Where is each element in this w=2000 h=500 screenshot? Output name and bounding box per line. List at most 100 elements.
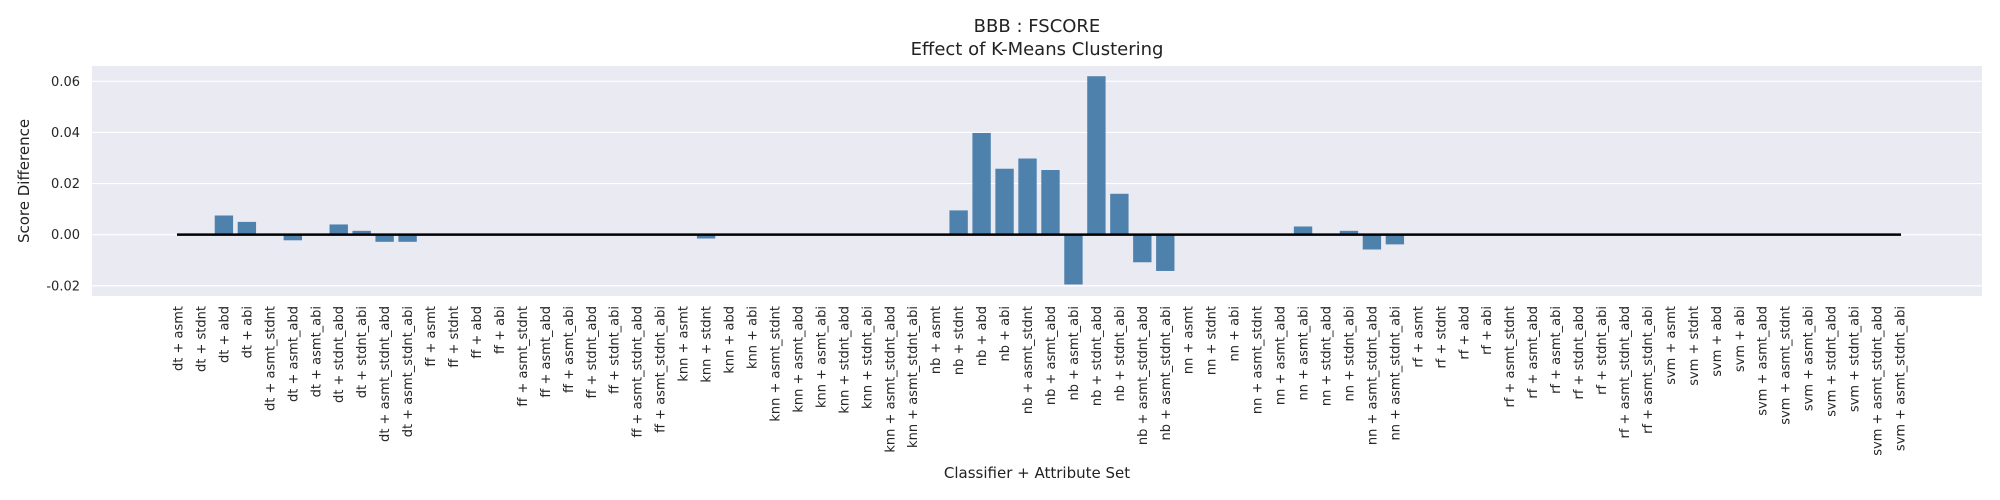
bar — [1018, 158, 1037, 235]
x-tick-label: knn + abi — [746, 306, 761, 369]
x-tick-label: ff + stdnt_abd — [585, 306, 600, 399]
bar — [1133, 234, 1152, 263]
bar — [1064, 234, 1083, 285]
x-tick-label: dt + asmt_abi — [309, 306, 324, 397]
x-tick-label: nn + asmt_abi — [1297, 306, 1312, 400]
bar — [214, 215, 234, 235]
x-tick-label: rf + asmt — [1411, 306, 1426, 368]
x-tick-label: ff + asmt_abd — [539, 306, 554, 398]
bar — [1293, 226, 1313, 235]
x-tick-label: knn + stdnt_abi — [860, 306, 875, 409]
y-tick-label: -0.02 — [46, 279, 80, 294]
x-tick-label: svm + abd — [1710, 306, 1725, 377]
x-tick-label: rf + asmt_stdnt — [1503, 306, 1518, 408]
x-tick-label: ff + asmt_stdnt_abi — [654, 306, 669, 433]
x-tick-label: ff + asmt_stdnt — [516, 306, 531, 407]
x-tick-label: svm + asmt_abi — [1802, 306, 1817, 411]
x-tick-label: rf + abi — [1480, 306, 1495, 355]
bar — [283, 234, 302, 241]
x-tick-label: dt + stdnt_abd — [332, 306, 347, 403]
x-tick-label: knn + asmt_stdnt — [768, 306, 783, 422]
bars — [214, 76, 1405, 285]
x-tick-label: nn + asmt — [1182, 306, 1197, 374]
x-tick-label: nb + asmt_stdnt_abd — [1136, 306, 1151, 445]
x-tick-label: nn + stdnt_abd — [1320, 306, 1335, 406]
bar — [1041, 170, 1060, 235]
bar — [375, 234, 394, 242]
bar — [1339, 230, 1359, 235]
x-axis-label: Classifier + Attribute Set — [944, 464, 1130, 482]
x-tick-label: nb + asmt_stdnt — [1021, 306, 1036, 414]
x-tick-label: dt + stdnt_abi — [355, 306, 370, 398]
x-axis-ticks: dt + asmt dt + stdnt dt + abd dt + abi dt + … — [172, 306, 1909, 456]
x-tick-label: nb + asmt_stdnt_abi — [1159, 306, 1174, 440]
x-tick-label: ff + asmt_abi — [562, 306, 577, 393]
bar — [972, 132, 991, 235]
bar — [995, 168, 1014, 235]
x-tick-label: svm + abi — [1733, 306, 1748, 372]
x-tick-label: dt + asmt_stdnt_abd — [378, 306, 393, 442]
bar — [949, 210, 968, 235]
x-tick-label: knn + stdnt — [700, 306, 715, 383]
x-tick-label: nn + stdnt_abi — [1342, 306, 1357, 401]
y-tick-label: 0.06 — [51, 75, 80, 90]
bar — [1156, 234, 1175, 271]
x-tick-label: nn + abi — [1228, 306, 1243, 361]
x-tick-label: nn + asmt_stdnt_abd — [1365, 306, 1380, 445]
x-tick-label: svm + asmt_stdnt — [1779, 306, 1794, 425]
x-tick-label: knn + asmt_stdnt_abd — [883, 306, 898, 453]
chart-subtitle: Effect of K-Means Clustering — [911, 39, 1164, 60]
x-tick-label: nb + stdnt — [952, 306, 967, 375]
x-tick-label: nn + stdnt — [1205, 306, 1220, 375]
x-tick-label: nn + asmt_stdnt — [1251, 306, 1266, 414]
x-tick-label: svm + stdnt — [1687, 306, 1702, 386]
x-tick-label: knn + stdnt_abd — [837, 306, 852, 414]
x-tick-label: nb + asmt — [929, 306, 944, 374]
bar — [329, 224, 348, 235]
x-tick-label: svm + asmt_stdnt_abd — [1871, 306, 1886, 456]
x-tick-label: nb + abi — [998, 306, 1013, 361]
x-tick-label: rf + asmt_stdnt_abi — [1641, 306, 1656, 434]
x-tick-label: nb + abd — [975, 306, 990, 366]
x-tick-label: knn + abd — [723, 306, 738, 374]
bar — [237, 221, 257, 235]
x-tick-label: ff + abd — [470, 306, 485, 359]
bar — [696, 234, 716, 239]
bar — [398, 234, 417, 242]
x-tick-label: ff + stdnt_abi — [608, 306, 623, 394]
bar — [1385, 234, 1405, 245]
x-tick-label: ff + asmt_stdnt_abd — [631, 306, 646, 438]
x-tick-label: nb + stdnt_abd — [1090, 306, 1105, 406]
x-tick-label: rf + stdnt — [1434, 306, 1449, 369]
y-tick-label: 0.04 — [51, 126, 80, 141]
bar — [1362, 234, 1382, 250]
chart-title: BBB : FSCORE — [974, 16, 1101, 37]
bar — [1087, 76, 1106, 235]
x-tick-label: nb + asmt_abi — [1067, 306, 1082, 400]
x-tick-label: dt + asmt_stdnt_abi — [401, 306, 416, 437]
x-tick-label: svm + stdnt_abi — [1848, 306, 1863, 412]
plot-area — [92, 66, 1982, 296]
x-tick-label: rf + asmt_stdnt_abd — [1618, 306, 1633, 439]
x-tick-label: rf + stdnt_abi — [1595, 306, 1610, 395]
x-tick-label: knn + asmt_abi — [814, 306, 829, 408]
x-tick-label: dt + abd — [217, 306, 232, 363]
x-tick-label: rf + abd — [1457, 306, 1472, 360]
x-tick-label: ff + stdnt — [447, 306, 462, 368]
x-tick-label: svm + asmt — [1664, 306, 1679, 385]
x-tick-label: svm + asmt_stdnt_abi — [1894, 306, 1909, 451]
x-tick-label: dt + asmt — [172, 306, 187, 371]
x-tick-label: dt + stdnt — [194, 306, 209, 372]
x-tick-label: knn + asmt_abd — [791, 306, 806, 413]
bar — [1110, 193, 1129, 235]
x-tick-label: nn + asmt_stdnt_abi — [1388, 306, 1403, 440]
y-axis-ticks: -0.02 0.00 0.02 0.04 0.06 — [46, 75, 80, 294]
x-tick-label: dt + asmt_stdnt — [263, 306, 278, 411]
x-tick-label: knn + asmt_stdnt_abi — [906, 306, 921, 448]
x-tick-label: rf + asmt_abd — [1526, 306, 1541, 399]
x-tick-label: rf + asmt_abi — [1549, 306, 1564, 394]
x-tick-label: svm + asmt_abd — [1756, 306, 1771, 416]
y-tick-label: 0.00 — [51, 228, 80, 243]
x-tick-label: dt + asmt_abd — [286, 306, 301, 402]
bar — [352, 230, 371, 235]
